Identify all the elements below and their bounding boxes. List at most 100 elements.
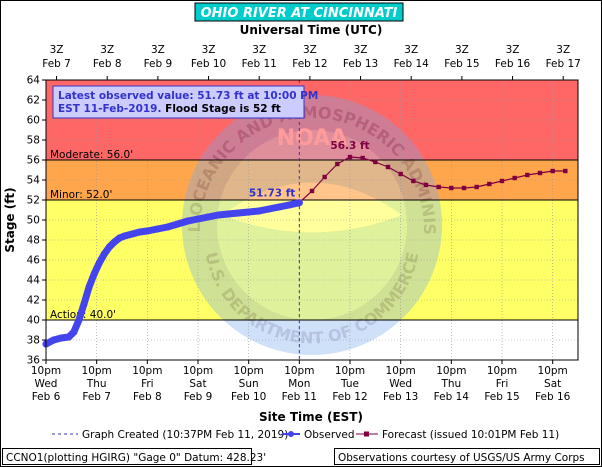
x-bottom-label-date-10: Feb 16: [535, 391, 571, 403]
x-bottom-label-date-1: Feb 7: [82, 391, 111, 403]
x-top-label-date-3: Feb 10: [191, 58, 226, 70]
observed-point-31: [285, 201, 293, 209]
x-bottom-label-day-3: Sat: [189, 378, 206, 390]
x-axis-top: 3Z Feb 7 3Z Feb 8 3Z Feb 9 3Z Feb 10 3Z Feb 11 3Z F…: [42, 44, 581, 80]
info-line-2a: EST 11-Feb-2019.: [58, 103, 161, 115]
forecast-point-5: [360, 155, 365, 161]
forecast-point-10: [423, 182, 429, 188]
legend-created-label: Graph Created (10:37PM Feb 11, 2019): [82, 429, 288, 441]
x-bottom-label-date-0: Feb 6: [32, 391, 61, 403]
y-tick-label-3: 42: [27, 295, 40, 307]
observed-point-16: [136, 228, 144, 236]
forecast-point-6: [373, 159, 378, 165]
x-bottom-label-time-7: 10pm: [386, 365, 416, 377]
x-bottom-label-time-3: 10pm: [183, 365, 213, 377]
flood-band-1: [46, 200, 578, 320]
x-bottom-label-day-1: Thu: [86, 378, 107, 390]
x-bottom-label-time-10: 10pm: [538, 365, 568, 377]
forecast-point-18: [525, 172, 530, 178]
forecast-point-14: [474, 184, 479, 190]
x-top-label-time-6: 3Z: [354, 44, 368, 56]
watermark-center-text: NOAA: [277, 126, 348, 151]
top-axis-title: Universal Time (UTC): [240, 23, 383, 37]
x-top-label-date-5: Feb 12: [292, 58, 327, 70]
observed-point-10: [100, 250, 108, 258]
x-bottom-label-day-8: Thu: [440, 378, 461, 390]
forecast-point-21: [563, 168, 568, 174]
x-bottom-label-time-9: 10pm: [487, 365, 517, 377]
forecast-point-15: [487, 181, 492, 187]
x-top-label-time-2: 3Z: [151, 44, 165, 56]
observed-point-4: [70, 328, 78, 336]
forecast-series: [297, 154, 568, 205]
x-top-label-date-4: Feb 11: [242, 58, 277, 70]
x-bottom-label-time-1: 10pm: [82, 365, 112, 377]
y-tick-label-0: 36: [27, 355, 41, 367]
x-bottom-label-date-3: Feb 9: [184, 391, 213, 403]
x-bottom-label-date-9: Feb 15: [484, 391, 519, 403]
observed-point-8: [90, 270, 98, 278]
forecast-point-19: [537, 170, 543, 176]
x-bottom-label-time-6: 10pm: [335, 365, 365, 377]
forecast-line: [298, 156, 566, 204]
x-top-label-time-1: 3Z: [100, 44, 114, 56]
observed-point-22: [194, 215, 202, 223]
observed-point-18: [153, 225, 161, 233]
x-top-label-date-10: Feb 17: [546, 58, 581, 70]
observed-point-15: [128, 230, 136, 238]
legend-observed-marker: [288, 431, 294, 437]
y-tick-label-1: 38: [27, 335, 40, 347]
x-top-label-time-9: 3Z: [506, 44, 520, 56]
x-bottom-label-date-4: Feb 10: [231, 391, 266, 403]
observed-point-26: [235, 209, 243, 217]
x-bottom-label-day-5: Mon: [288, 378, 310, 390]
x-axis-title: Site Time (EST): [259, 410, 363, 424]
observed-point-12: [110, 238, 118, 246]
plot-border: [45, 79, 579, 361]
x-top-label-date-7: Feb 14: [394, 58, 430, 70]
y-tick-label-13: 62: [27, 95, 40, 107]
forecast-point-9: [411, 178, 416, 184]
forecast-point-12: [449, 185, 454, 191]
annotations: 51.73 ft 56.3 ft: [249, 140, 370, 200]
x-top-label-date-9: Feb 16: [495, 58, 531, 70]
x-bottom-label-day-4: Sun: [239, 378, 259, 390]
observed-point-24: [214, 211, 222, 219]
info-line-1: Latest observed value: 51.73 ft at 10:00…: [58, 90, 318, 102]
forecast-point-16: [499, 178, 505, 184]
observed-point-9: [95, 259, 103, 267]
observed-point-20: [174, 220, 182, 228]
watermark-bird-icon: [222, 182, 402, 233]
x-top-label-time-0: 3Z: [50, 44, 64, 56]
observed-point-30: [275, 203, 283, 211]
forecast-point-17: [512, 175, 517, 181]
y-tick-label-4: 44: [27, 275, 41, 287]
footer-right-text: Observations courtesy of USGS/US Army Co…: [338, 452, 585, 464]
footer-left-box: [2, 448, 252, 465]
x-top-label-time-7: 3Z: [404, 44, 418, 56]
x-bottom-label-time-5: 10pm: [284, 365, 314, 377]
observed-point-27: [245, 208, 253, 216]
x-bottom-label-time-2: 10pm: [132, 365, 162, 377]
forecast-point-4: [347, 154, 353, 160]
x-bottom-label-day-10: Sat: [544, 378, 561, 390]
y-tick-label-7: 50: [27, 215, 40, 227]
observed-point-17: [143, 227, 151, 235]
x-top-label-time-3: 3Z: [202, 44, 216, 56]
x-top-label-time-8: 3Z: [455, 44, 469, 56]
y-tick-label-12: 60: [27, 115, 40, 127]
forecast-point-7: [385, 164, 391, 170]
info-box: [52, 85, 305, 119]
forecast-point-8: [398, 171, 403, 177]
legend: Graph Created (10:37PM Feb 11, 2019) Obs…: [52, 429, 559, 441]
x-bottom-label-time-0: 10pm: [31, 365, 61, 377]
y-tick-label-10: 56: [27, 155, 41, 167]
observed-point-21: [184, 217, 192, 225]
observed-point-6: [80, 300, 88, 308]
legend-forecast-label: Forecast (issued 10:01PM Feb 11): [382, 429, 559, 441]
chart-title: OHIO RIVER AT CINCINNATI: [201, 6, 398, 21]
flood-band-2: [46, 160, 578, 200]
title-bar: [194, 2, 404, 22]
